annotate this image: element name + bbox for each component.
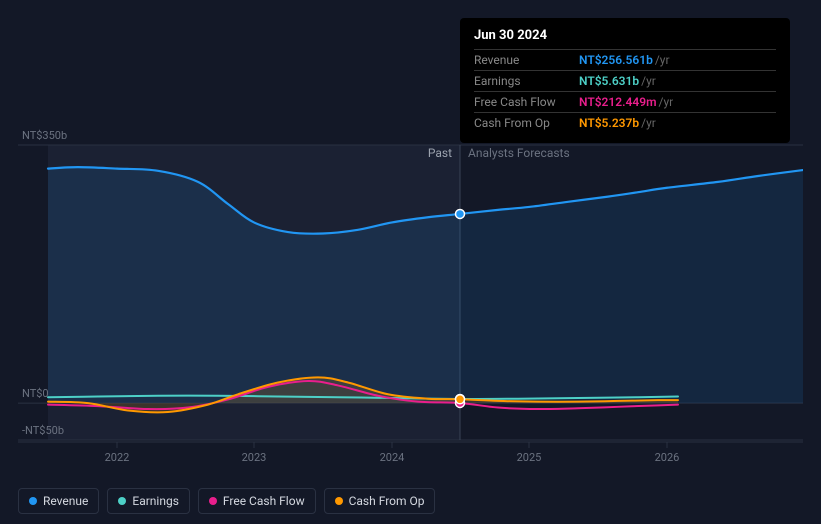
svg-text:2026: 2026	[655, 451, 680, 464]
tooltip-metric-label: Earnings	[474, 74, 579, 88]
tooltip-metric-value: NT$212.449m	[579, 95, 657, 109]
tooltip-metric-unit: /yr	[655, 53, 670, 67]
legend-label: Earnings	[132, 494, 179, 508]
legend-dot-icon	[118, 497, 126, 505]
chart-tooltip: Jun 30 2024 RevenueNT$256.561b /yrEarnin…	[460, 18, 790, 143]
tooltip-metric-unit: /yr	[641, 116, 656, 130]
legend-item-earnings[interactable]: Earnings	[107, 488, 190, 514]
svg-text:NT$0: NT$0	[22, 387, 49, 400]
legend-label: Revenue	[43, 494, 88, 508]
svg-text:Past: Past	[428, 146, 452, 160]
tooltip-row: EarningsNT$5.631b /yr	[474, 70, 776, 91]
legend-item-revenue[interactable]: Revenue	[18, 488, 99, 514]
legend-item-cfo[interactable]: Cash From Op	[324, 488, 436, 514]
tooltip-row: Free Cash FlowNT$212.449m /yr	[474, 91, 776, 112]
legend-dot-icon	[335, 497, 343, 505]
tooltip-metric-label: Revenue	[474, 53, 579, 67]
tooltip-metric-unit: /yr	[659, 95, 674, 109]
svg-text:NT$350b: NT$350b	[22, 129, 67, 142]
tooltip-metric-value: NT$5.631b	[579, 74, 639, 88]
chart-legend: Revenue Earnings Free Cash Flow Cash From O…	[18, 488, 435, 514]
svg-text:-NT$50b: -NT$50b	[22, 424, 64, 437]
legend-dot-icon	[29, 497, 37, 505]
svg-text:2023: 2023	[242, 451, 267, 464]
svg-text:2024: 2024	[380, 451, 405, 464]
tooltip-metric-value: NT$256.561b	[579, 53, 653, 67]
legend-label: Free Cash Flow	[223, 494, 305, 508]
tooltip-metric-label: Cash From Op	[474, 116, 579, 130]
svg-text:2022: 2022	[105, 451, 130, 464]
svg-text:2025: 2025	[517, 451, 542, 464]
tooltip-metric-value: NT$5.237b	[579, 116, 639, 130]
tooltip-row: Cash From OpNT$5.237b /yr	[474, 112, 776, 133]
tooltip-metric-label: Free Cash Flow	[474, 95, 579, 109]
svg-text:Analysts Forecasts: Analysts Forecasts	[468, 146, 570, 160]
tooltip-row: RevenueNT$256.561b /yr	[474, 49, 776, 70]
tooltip-metric-unit: /yr	[641, 74, 656, 88]
legend-item-fcf[interactable]: Free Cash Flow	[198, 488, 316, 514]
tooltip-date: Jun 30 2024	[474, 28, 776, 43]
legend-dot-icon	[209, 497, 217, 505]
legend-label: Cash From Op	[349, 494, 425, 508]
